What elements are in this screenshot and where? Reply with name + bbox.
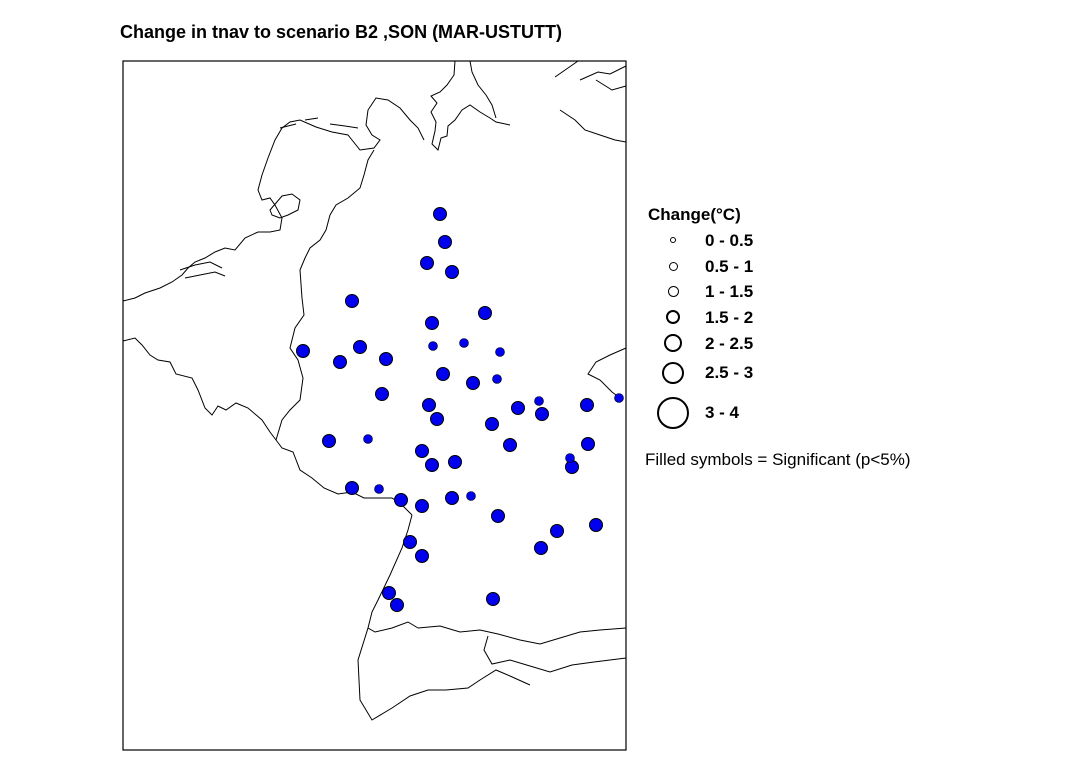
legend-row-1: 0.5 - 1 — [655, 255, 855, 279]
station-marker — [353, 340, 367, 354]
map-title: Change in tnav to scenario B2 ,SON (MAR-… — [120, 22, 563, 42]
station-marker — [492, 374, 502, 384]
station-marker — [374, 484, 384, 494]
border-be-de — [275, 149, 375, 441]
station-marker — [394, 493, 408, 507]
legend-symbol-icon — [666, 310, 680, 324]
border-lu — [275, 439, 413, 516]
station-marker — [581, 437, 595, 451]
station-marker — [438, 235, 452, 249]
station-marker — [375, 387, 389, 401]
legend-label: 0.5 - 1 — [705, 257, 754, 276]
station-marker — [565, 453, 575, 463]
station-marker — [428, 341, 438, 351]
legend-row-6: 3 - 4 — [655, 397, 855, 429]
legend-symbol-icon — [657, 397, 689, 429]
station-marker — [345, 481, 359, 495]
station-marker — [459, 338, 469, 348]
legend-label: 1 - 1.5 — [705, 282, 754, 301]
coast-sweden — [554, 60, 627, 91]
station-marker — [445, 265, 459, 279]
frisian-islands — [279, 117, 359, 129]
station-marker — [296, 344, 310, 358]
coast-denmark — [430, 60, 511, 151]
significance-note: Filled symbols = Significant (p<5%) — [645, 450, 911, 469]
station-marker — [466, 376, 480, 390]
legend-symbol-icon — [668, 286, 679, 297]
station-marker — [534, 541, 548, 555]
coast-germany-nl — [122, 97, 425, 302]
legend-symbol-icon — [670, 237, 676, 243]
station-marker — [495, 347, 505, 357]
station-marker — [345, 294, 359, 308]
ijsselmeer — [269, 193, 301, 219]
station-marker — [478, 306, 492, 320]
country-borders — [122, 60, 627, 721]
legend-row-4: 2 - 2.5 — [655, 332, 855, 356]
station-marker — [322, 434, 336, 448]
border-ch-south — [357, 627, 531, 721]
legend-symbol-icon — [664, 334, 682, 352]
station-marker — [436, 367, 450, 381]
border-pl — [559, 109, 627, 143]
station-marker — [433, 207, 447, 221]
border-nl-be — [122, 337, 277, 441]
station-marker — [503, 438, 517, 452]
legend-symbol-icon — [669, 262, 678, 271]
station-marker — [415, 444, 429, 458]
legend-title: Change(°C) — [648, 205, 741, 224]
station-marker — [422, 398, 436, 412]
station-marker — [466, 491, 476, 501]
legend-row-5: 2.5 - 3 — [655, 361, 855, 385]
legend-label: 2 - 2.5 — [705, 334, 754, 353]
station-marker — [534, 396, 544, 406]
station-marker — [485, 417, 499, 431]
station-marker — [448, 455, 462, 469]
station-marker — [382, 586, 396, 600]
station-marker — [589, 518, 603, 532]
legend-symbol-icon — [662, 362, 684, 384]
border-at — [483, 635, 627, 673]
border-ch — [417, 625, 627, 645]
station-marker — [550, 524, 564, 538]
station-marker — [425, 458, 439, 472]
station-markers — [296, 207, 624, 612]
station-marker — [430, 412, 444, 426]
station-marker — [491, 509, 505, 523]
station-marker — [614, 393, 624, 403]
station-marker — [363, 434, 373, 444]
map-frame — [122, 60, 627, 751]
station-marker — [390, 598, 404, 612]
station-marker — [486, 592, 500, 606]
legend-row-3: 1.5 - 2 — [655, 306, 855, 330]
station-marker — [565, 460, 579, 474]
border-cz — [587, 347, 627, 399]
station-marker — [415, 549, 429, 563]
station-marker — [333, 355, 347, 369]
station-marker — [445, 491, 459, 505]
station-marker — [425, 316, 439, 330]
legend-row-2: 1 - 1.5 — [655, 280, 855, 304]
zeeland — [179, 261, 226, 279]
legend-label: 3 - 4 — [705, 403, 740, 422]
legend-label: 2.5 - 3 — [705, 363, 754, 382]
station-marker — [379, 352, 393, 366]
station-marker — [535, 407, 549, 421]
station-marker — [403, 535, 417, 549]
station-marker — [580, 398, 594, 412]
legend-label: 1.5 - 2 — [705, 308, 754, 327]
station-marker — [511, 401, 525, 415]
station-marker — [420, 256, 434, 270]
legend-row-0: 0 - 0.5 — [655, 229, 855, 253]
legend-label: 0 - 0.5 — [705, 231, 754, 250]
station-marker — [415, 499, 429, 513]
coast-denmark-east — [469, 60, 497, 119]
